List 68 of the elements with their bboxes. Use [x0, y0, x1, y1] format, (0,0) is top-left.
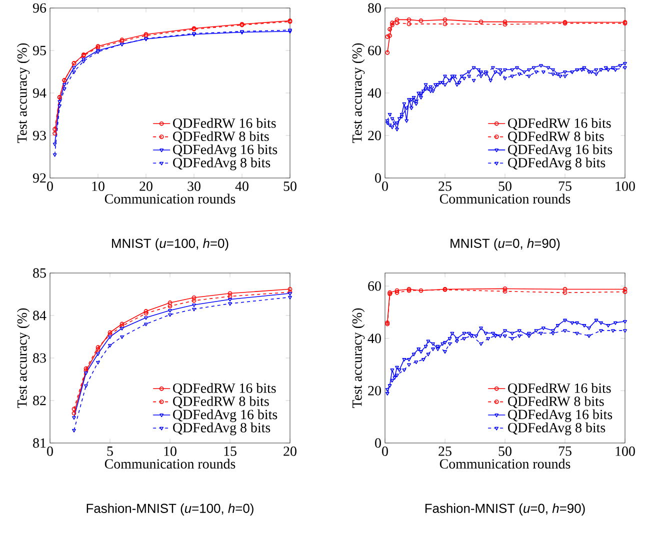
- y-tick-label: 20: [368, 386, 381, 396]
- legend-label: QDFedAvg 16 bits: [508, 409, 612, 422]
- y-tick-label: 84: [33, 310, 46, 320]
- y-tick-label: 0: [375, 173, 381, 183]
- x-tick-label: 20: [140, 182, 152, 191]
- y-axis-title: Test accuracy (%): [352, 308, 365, 408]
- legend-label: QDFedRW 16 bits: [173, 383, 276, 395]
- x-tick-label: 25: [438, 446, 452, 456]
- y-tick-label: 94: [32, 88, 46, 98]
- x-tick-label: 5: [107, 446, 113, 456]
- x-tick-label: 0: [382, 182, 388, 191]
- x-tick-label: 0: [382, 446, 388, 456]
- x-tick-label: 0: [47, 446, 53, 456]
- legend-label: QDFedAvg 16 bits: [173, 144, 278, 158]
- y-tick-label: 60: [368, 281, 381, 291]
- y-tick-label: 20: [368, 130, 381, 140]
- y-axis-title: Test accuracy (%): [352, 43, 365, 143]
- x-tick-label: 25: [438, 182, 452, 191]
- x-tick-label: 75: [558, 182, 572, 191]
- x-tick-label: 50: [498, 446, 512, 456]
- x-axis-title: Communication rounds: [104, 458, 236, 469]
- x-tick-label: 100: [616, 182, 635, 191]
- x-tick-label: 50: [498, 182, 512, 191]
- legend-label: QDFedAvg 8 bits: [173, 158, 270, 170]
- y-tick-label: 82: [33, 396, 46, 406]
- y-tick-label: 81: [33, 438, 46, 448]
- text: MNIST (u=100, h=0): [112, 238, 228, 251]
- x-tick-label: 40: [235, 182, 248, 191]
- y-tick-label: 40: [368, 334, 381, 344]
- y-tick-label: 0: [375, 438, 381, 448]
- x-tick-label: 75: [558, 446, 572, 456]
- legend-label: QDFedAvg 16 bits: [173, 409, 278, 422]
- x-axis-title: Communication rounds: [440, 458, 570, 469]
- legend-label: QDFedRW 8 bits: [173, 396, 269, 408]
- y-tick-label: 60: [368, 46, 381, 56]
- legend-label: QDFedRW 8 bits: [173, 131, 269, 144]
- legend-label: QDFedAvg 8 bits: [508, 422, 606, 436]
- x-tick-label: 30: [188, 182, 200, 191]
- y-tick-label: 80: [368, 3, 381, 13]
- y-tick-label: 40: [368, 88, 381, 98]
- legend-label: QDFedRW 8 bits: [508, 131, 604, 144]
- y-axis-title: Test accuracy (%): [16, 308, 30, 408]
- x-axis-title: Communication rounds: [104, 194, 236, 204]
- legend-label: QDFedRW 16 bits: [508, 383, 611, 395]
- y-axis-title: Test accuracy (%): [16, 43, 30, 143]
- y-tick-label: 93: [32, 130, 46, 140]
- legend-label: QDFedRW 8 bits: [508, 396, 604, 408]
- x-tick-label: 0: [47, 182, 53, 191]
- x-tick-label: 15: [224, 446, 236, 456]
- text: Fashion-MNIST (u=100, h=0): [86, 503, 254, 516]
- text: Fashion-MNIST (u=0, h=90): [425, 503, 585, 516]
- x-tick-label: 100: [616, 446, 635, 456]
- y-tick-label: 92: [32, 173, 46, 183]
- x-tick-label: 20: [284, 446, 296, 456]
- legend-label: QDFedAvg 16 bits: [508, 144, 612, 158]
- y-tick-label: 96: [32, 3, 46, 13]
- x-tick-label: 10: [92, 182, 104, 191]
- x-axis-title: Communication rounds: [440, 194, 570, 204]
- x-tick-label: 50: [284, 182, 296, 191]
- y-tick-label: 83: [33, 353, 46, 363]
- legend-label: QDFedRW 16 bits: [173, 118, 276, 130]
- legend-label: QDFedAvg 8 bits: [508, 158, 606, 170]
- text: MNIST (u=0, h=90): [450, 238, 560, 251]
- y-tick-label: 95: [32, 46, 46, 56]
- x-tick-label: 10: [164, 446, 176, 456]
- legend-label: QDFedAvg 8 bits: [173, 422, 270, 436]
- y-tick-label: 85: [33, 268, 46, 278]
- legend-label: QDFedRW 16 bits: [508, 118, 611, 130]
